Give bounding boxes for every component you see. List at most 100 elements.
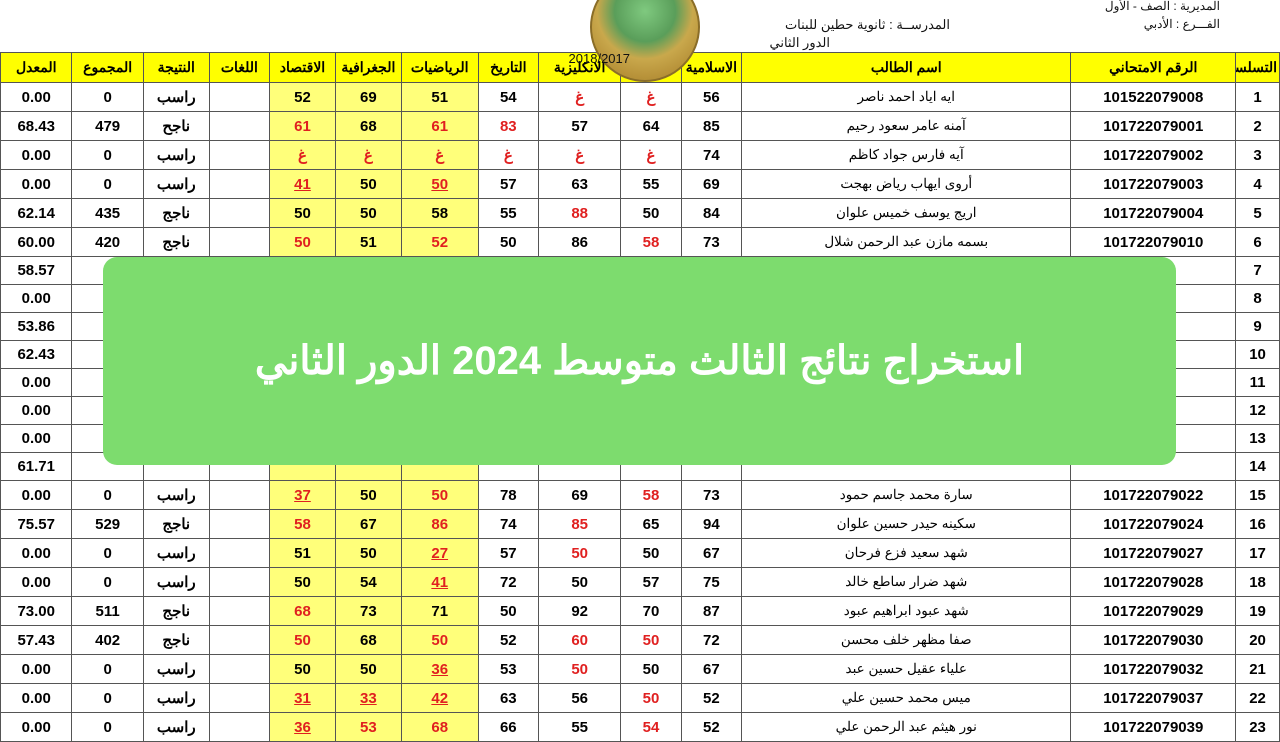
cell-languages	[209, 199, 269, 228]
cell-total	[72, 453, 143, 481]
cell-languages	[209, 170, 269, 199]
cell-average: 0.00	[1, 568, 72, 597]
col-header-name: اسم الطالب	[742, 53, 1071, 83]
cell-arabic: 70	[621, 597, 681, 626]
cell-total: 435	[72, 199, 143, 228]
cell-history	[478, 341, 538, 369]
cell-economics: 51	[270, 539, 336, 568]
cell-islam: 73	[681, 228, 741, 257]
cell-seq: 21	[1236, 655, 1280, 684]
cell-total	[72, 369, 143, 397]
cell-english: 50	[539, 655, 621, 684]
cell-arabic: 50	[621, 539, 681, 568]
cell-economics	[270, 425, 336, 453]
cell-name: صفا مظهر خلف محسن	[742, 626, 1071, 655]
cell-arabic	[621, 341, 681, 369]
cell-economics	[270, 397, 336, 425]
cell-geography	[335, 257, 401, 285]
cell-geography: 54	[335, 568, 401, 597]
cell-total: 0	[72, 684, 143, 713]
cell-english: 60	[539, 626, 621, 655]
table-row: 21 101722079032 علياء عقيل حسين عبد 67 50 50 5…	[1, 655, 1280, 684]
table-row: 12 0.00	[1, 397, 1280, 425]
cell-exam-no: 101722079032	[1071, 655, 1236, 684]
table-row: 4 101722079003 أروى ايهاب رياض بهجت 69 55 63 5…	[1, 170, 1280, 199]
table-row: 8 0.00	[1, 285, 1280, 313]
cell-average: 0.00	[1, 539, 72, 568]
cell-english: 92	[539, 597, 621, 626]
cell-seq: 15	[1236, 481, 1280, 510]
cell-seq: 6	[1236, 228, 1280, 257]
cell-seq: 19	[1236, 597, 1280, 626]
cell-arabic: 55	[621, 170, 681, 199]
cell-economics	[270, 341, 336, 369]
cell-languages	[209, 397, 269, 425]
cell-name: نور هيثم عبد الرحمن علي	[742, 713, 1071, 742]
cell-economics: 50	[270, 568, 336, 597]
cell-seq: 8	[1236, 285, 1280, 313]
cell-seq: 18	[1236, 568, 1280, 597]
cell-languages	[209, 341, 269, 369]
cell-result: ناجج	[143, 626, 209, 655]
cell-name: علياء عقيل حسين عبد	[742, 655, 1071, 684]
cell-result	[143, 369, 209, 397]
cell-history	[478, 397, 538, 425]
cell-history: 50	[478, 228, 538, 257]
cell-math: 86	[401, 510, 478, 539]
cell-languages	[209, 626, 269, 655]
cell-islam: 94	[681, 510, 741, 539]
round-label-line: الدور الثاني	[770, 34, 830, 51]
cell-geography	[335, 313, 401, 341]
cell-geography: 67	[335, 510, 401, 539]
cell-english: 50	[539, 568, 621, 597]
cell-name: شهد عبود ابراهيم عبود	[742, 597, 1071, 626]
cell-islam: 85	[681, 112, 741, 141]
cell-average: 0.00	[1, 684, 72, 713]
cell-total	[72, 397, 143, 425]
cell-history: 66	[478, 713, 538, 742]
cell-average: 0.00	[1, 369, 72, 397]
cell-result: ناجح	[143, 112, 209, 141]
cell-total: 0	[72, 141, 143, 170]
cell-name	[742, 425, 1071, 453]
results-table: التسلسل الرقم الامتحاني اسم الطالب الاسل…	[0, 52, 1280, 742]
cell-history: غ	[478, 141, 538, 170]
cell-economics: 58	[270, 510, 336, 539]
cell-average: 62.14	[1, 199, 72, 228]
cell-result	[143, 425, 209, 453]
cell-total: 0	[72, 539, 143, 568]
cell-total	[72, 285, 143, 313]
cell-result: راسب	[143, 83, 209, 112]
cell-islam: 56	[681, 83, 741, 112]
cell-average: 0.00	[1, 141, 72, 170]
cell-seq: 5	[1236, 199, 1280, 228]
cell-exam-no	[1071, 313, 1236, 341]
cell-name	[742, 257, 1071, 285]
cell-exam-no	[1071, 453, 1236, 481]
cell-english: 86	[539, 228, 621, 257]
cell-seq: 11	[1236, 369, 1280, 397]
cell-seq: 9	[1236, 313, 1280, 341]
cell-history: 72	[478, 568, 538, 597]
table-row: 14 61.71	[1, 453, 1280, 481]
cell-languages	[209, 313, 269, 341]
cell-geography	[335, 425, 401, 453]
cell-languages	[209, 510, 269, 539]
cell-exam-no	[1071, 397, 1236, 425]
cell-math: 71	[401, 597, 478, 626]
cell-seq: 2	[1236, 112, 1280, 141]
col-header-econ: الاقتصاد	[270, 53, 336, 83]
cell-history: 57	[478, 170, 538, 199]
cell-average: 53.86	[1, 313, 72, 341]
cell-math: 58	[401, 199, 478, 228]
cell-name	[742, 285, 1071, 313]
cell-math: 50	[401, 170, 478, 199]
cell-math: 27	[401, 539, 478, 568]
cell-seq: 22	[1236, 684, 1280, 713]
cell-english: 88	[539, 199, 621, 228]
cell-geography: 68	[335, 626, 401, 655]
cell-total: 0	[72, 655, 143, 684]
cell-arabic: 58	[621, 481, 681, 510]
cell-islam	[681, 341, 741, 369]
cell-english	[539, 425, 621, 453]
